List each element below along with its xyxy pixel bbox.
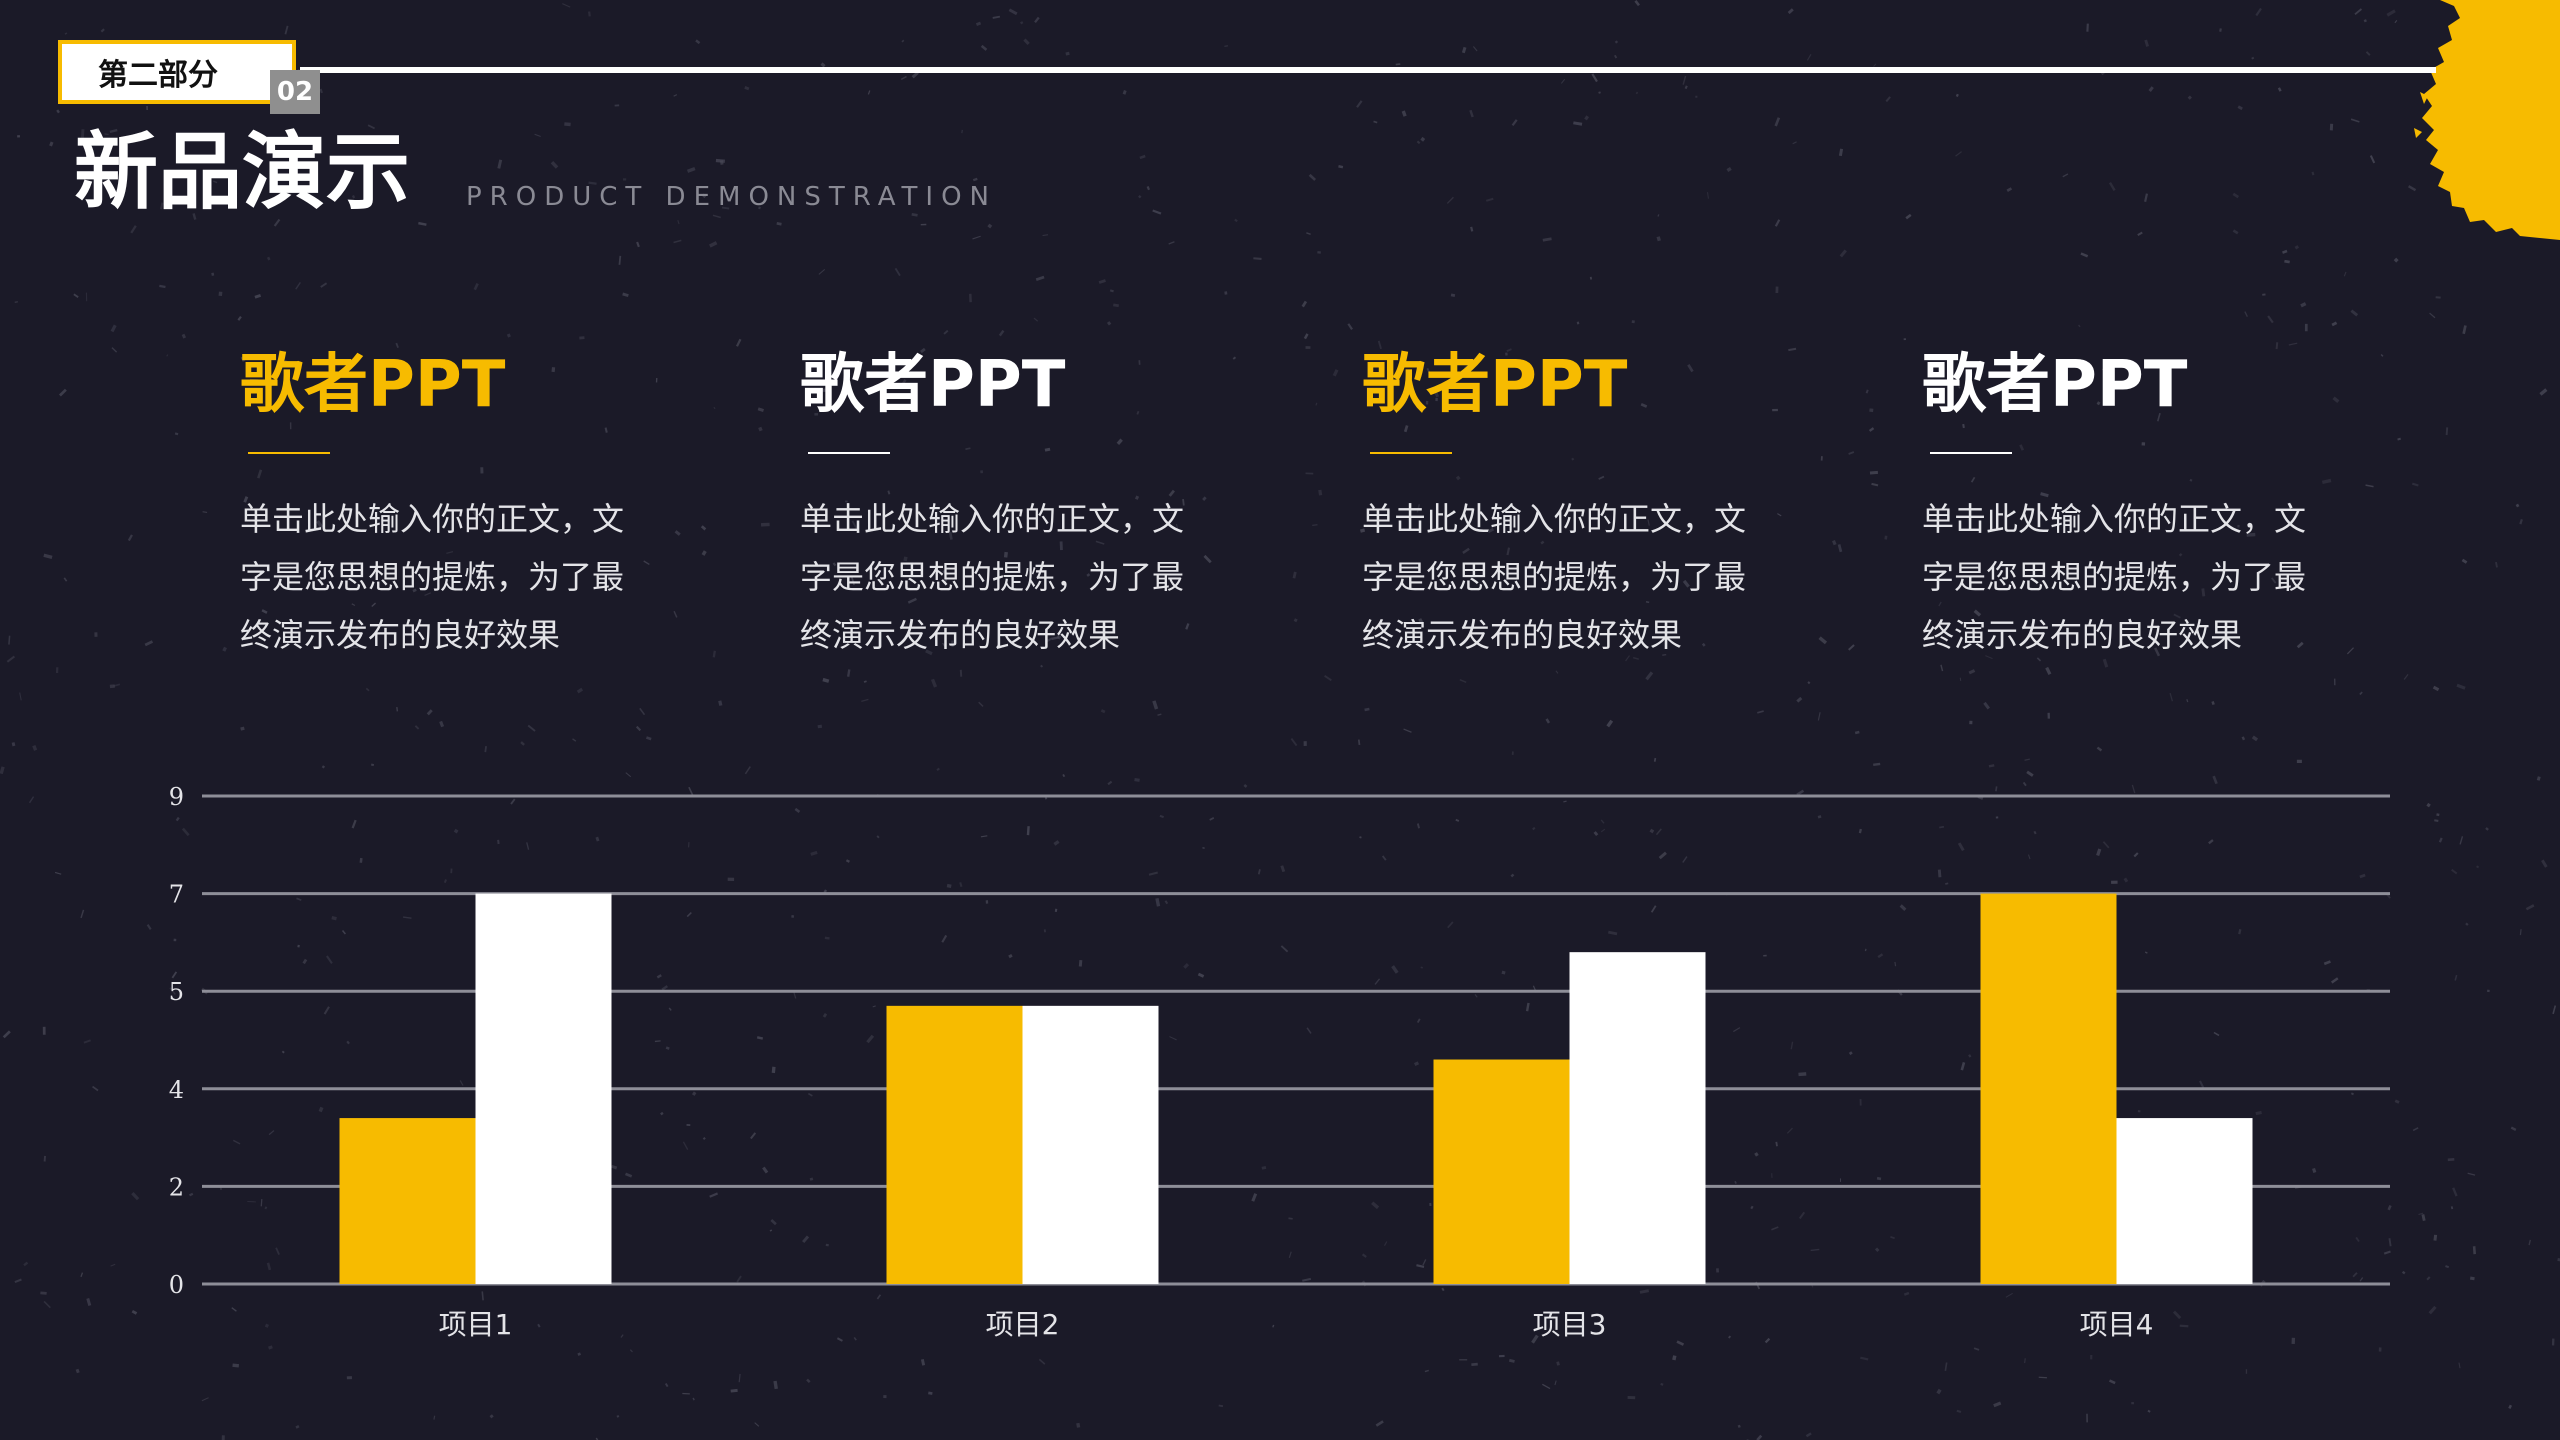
y-tick-label: 4 [169,1076,184,1104]
column-title: 歌者PPT [800,348,1066,422]
y-tick-label: 2 [169,1173,184,1201]
column-title: 歌者PPT [240,348,506,422]
column-title: 歌者PPT [1362,348,1628,422]
column-body-text: 单击此处输入你的正文，文字是您思想的提炼，为了最终演示发布的良好效果 [1362,500,1747,654]
y-tick-label: 0 [169,1271,184,1299]
y-tick-label: 7 [169,881,184,909]
column-body-text: 单击此处输入你的正文，文字是您思想的提炼，为了最终演示发布的良好效果 [800,500,1185,654]
text-column-4: 歌者PPT 单击此处输入你的正文，文字是您思想的提炼，为了最终演示发布的良好效果 [1922,340,2342,664]
section-number-badge: 02 [270,70,320,114]
y-tick-label: 5 [169,978,184,1006]
column-rule [1370,452,1452,454]
x-tick-label: 项目2 [986,1308,1060,1341]
column-rule [808,452,890,454]
bar-series-1 [1433,1059,1570,1284]
text-column-1: 歌者PPT 单击此处输入你的正文，文字是您思想的提炼，为了最终演示发布的良好效果 [240,340,660,664]
bar-series-2 [1569,952,1706,1284]
text-column-2: 歌者PPT 单击此处输入你的正文，文字是您思想的提炼，为了最终演示发布的良好效果 [800,340,1220,664]
x-tick-label: 项目1 [439,1308,513,1341]
bar-series-1 [1980,893,2117,1284]
column-title: 歌者PPT [1922,348,2188,422]
bar-series-2 [1022,1005,1159,1284]
bar-series-2 [475,893,612,1284]
column-rule [1930,452,2012,454]
page-subtitle: PRODUCT DEMONSTRATION [466,182,997,212]
header-divider-line [300,67,2436,73]
section-tag: 第二部分 [58,40,296,104]
text-column-3: 歌者PPT 单击此处输入你的正文，文字是您思想的提炼，为了最终演示发布的良好效果 [1362,340,1782,664]
section-tag-label: 第二部分 [98,58,218,93]
bar-series-2 [2116,1118,2253,1284]
y-tick-label: 9 [169,783,184,811]
bar-series-1 [339,1118,476,1284]
brush-stroke-decoration [2414,0,2560,240]
column-body-text: 单击此处输入你的正文，文字是您思想的提炼，为了最终演示发布的良好效果 [1922,500,2307,654]
x-tick-label: 项目3 [1533,1308,1607,1341]
bar-series-1 [886,1005,1023,1284]
x-tick-label: 项目4 [2080,1308,2154,1341]
column-body-text: 单击此处输入你的正文，文字是您思想的提炼，为了最终演示发布的良好效果 [240,500,625,654]
column-rule [248,452,330,454]
page-title: 新品演示 [74,123,411,221]
